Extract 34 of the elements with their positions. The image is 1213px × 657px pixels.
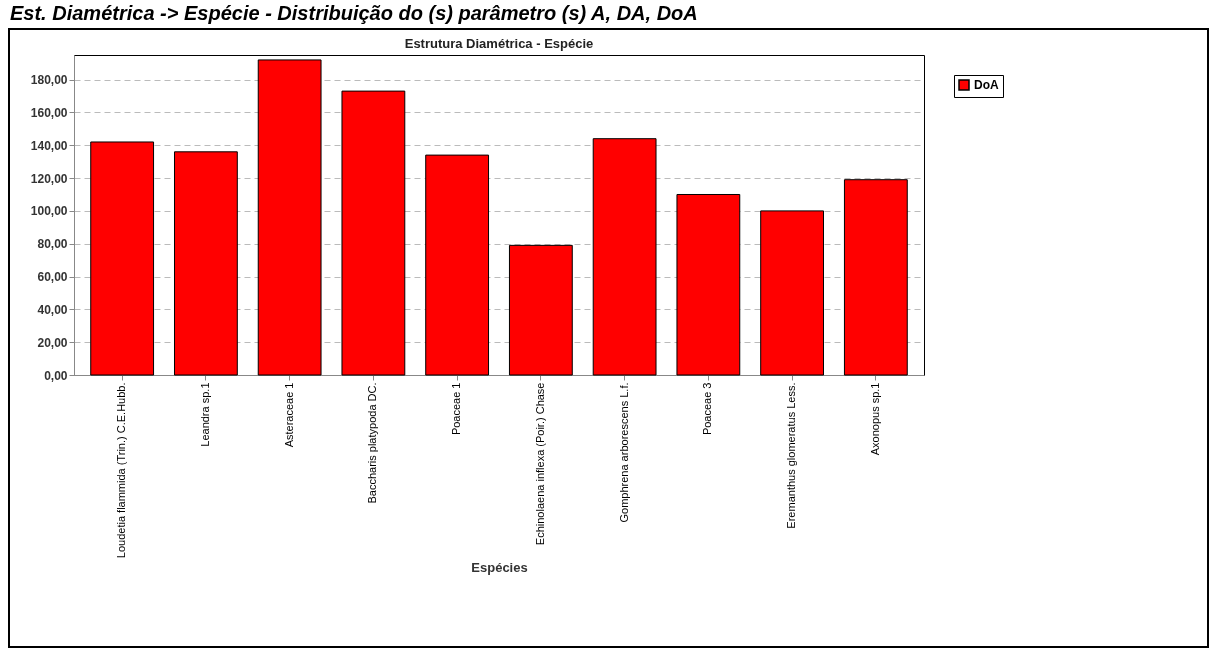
- bar: [592, 138, 657, 376]
- y-tick-label: 60,00: [37, 270, 68, 285]
- bar: [257, 59, 322, 376]
- chart-title: Est. Diamétrica -> Espécie - Distribuição do (s) parâmetro (s) A, DA, DoA: [9, 1, 699, 26]
- bar: [173, 151, 238, 376]
- x-tick-label: Eremanthus glomeratus Less.: [785, 382, 798, 529]
- x-tick-label: Baccharis platypoda DC.: [366, 382, 379, 504]
- y-tick-label: 40,00: [37, 302, 68, 317]
- legend-label: DoA: [974, 78, 999, 92]
- x-tick-label: Axonopus sp.1: [868, 382, 881, 456]
- bar: [90, 141, 155, 376]
- y-tick-label: 20,00: [37, 335, 68, 350]
- x-tick-label: Echinolaena inflexa (Poir.) Chase: [533, 382, 546, 546]
- y-tick-label: 100,00: [30, 204, 68, 219]
- y-tick-label: 80,00: [37, 237, 68, 252]
- y-tick-label: 140,00: [30, 138, 68, 153]
- bar: [508, 244, 573, 376]
- y-tick-label: 180,00: [30, 73, 68, 88]
- x-tick-label: Leandra sp.1: [198, 382, 211, 447]
- bar: [760, 210, 825, 376]
- x-tick-label: Loudetia flammida (Trin.) C.E.Hubb.: [115, 382, 128, 559]
- bar: [843, 179, 908, 376]
- x-tick-label: Poaceae 1: [450, 382, 463, 436]
- x-tick-label: Asteraceae 1: [282, 382, 295, 448]
- y-tick-label: 160,00: [30, 105, 68, 120]
- bar: [425, 154, 490, 376]
- x-tick-label: Gomphrena arborescens L.f.: [617, 382, 630, 523]
- x-axis-title: Espécies: [471, 560, 528, 576]
- bar: [676, 193, 741, 376]
- y-tick-label: 120,00: [30, 171, 68, 186]
- chart-subtitle: Estrutura Diamétrica - Espécie: [404, 36, 594, 51]
- bar: [341, 90, 406, 376]
- x-tick-label: Poaceae 3: [701, 382, 714, 436]
- y-tick-label: 0,00: [44, 368, 68, 383]
